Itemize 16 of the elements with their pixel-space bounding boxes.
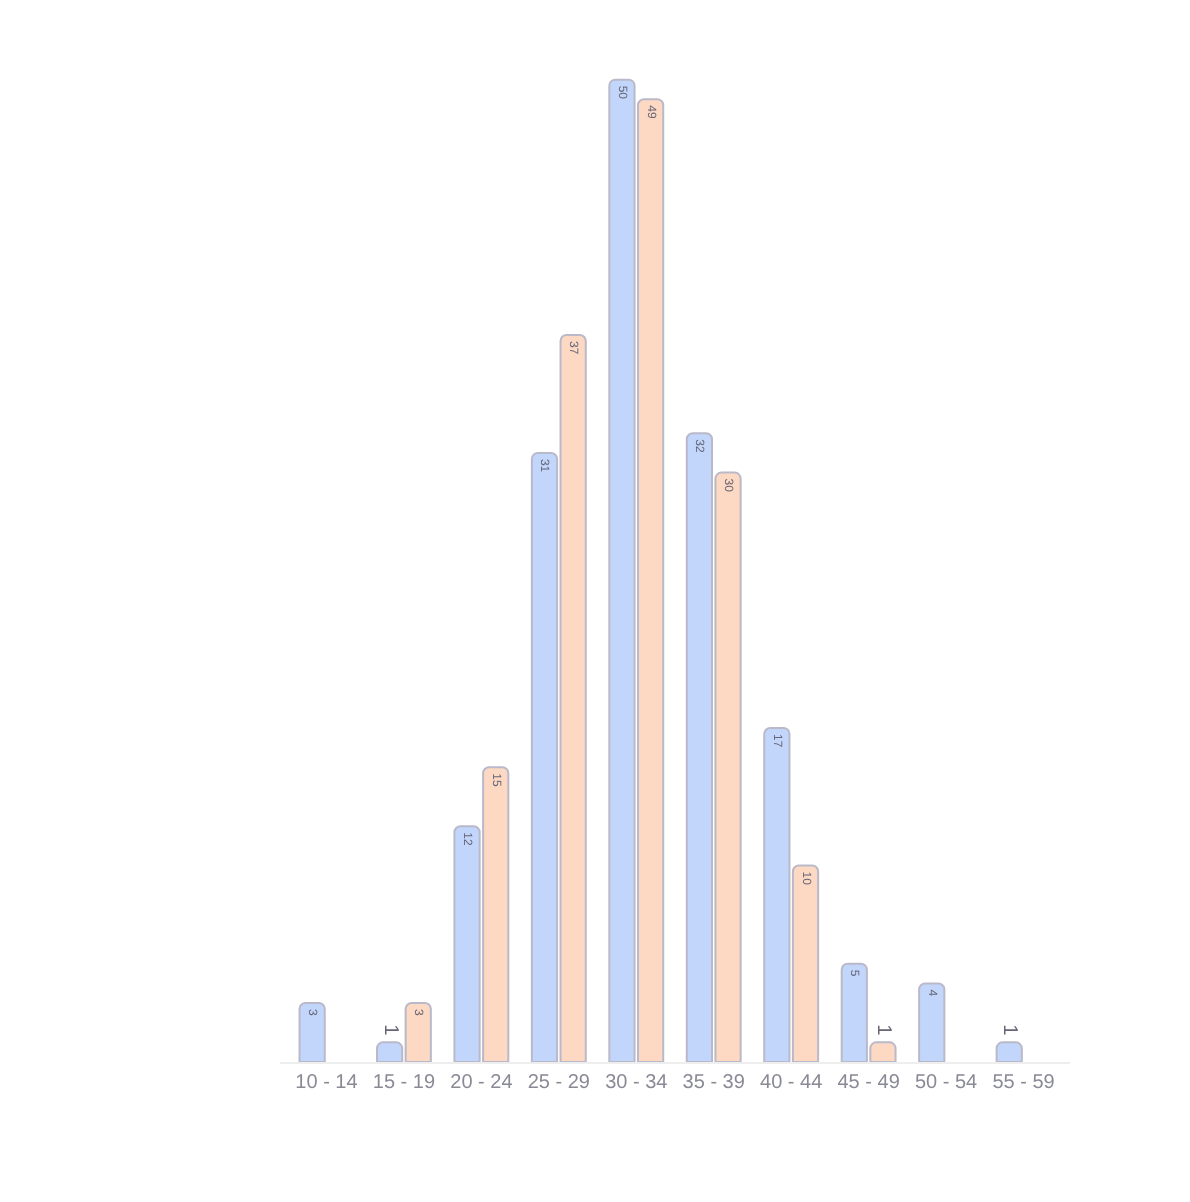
x-tick-label: 30 - 34 xyxy=(605,1072,669,1094)
data-label: 1 xyxy=(998,1024,1021,1037)
x-tick-label: 35 - 39 xyxy=(682,1072,746,1094)
x-tick-label: 10 - 14 xyxy=(295,1072,359,1094)
x-tick-label: 45 - 49 xyxy=(837,1072,901,1094)
x-tick-label: 50 - 54 xyxy=(914,1072,979,1094)
x-tick-label: 55 - 59 xyxy=(992,1072,1056,1094)
data-label: 1 xyxy=(871,1024,894,1037)
data-label: 1 xyxy=(378,1024,401,1037)
x-tick-label: 25 - 29 xyxy=(527,1072,591,1094)
x-tick-label: 20 - 24 xyxy=(450,1072,514,1094)
x-tick-label: 40 - 44 xyxy=(760,1072,824,1094)
bar xyxy=(918,982,946,1062)
bar xyxy=(298,1002,326,1062)
x-tick-label: 15 - 19 xyxy=(372,1072,436,1094)
bar xyxy=(995,1041,1023,1062)
